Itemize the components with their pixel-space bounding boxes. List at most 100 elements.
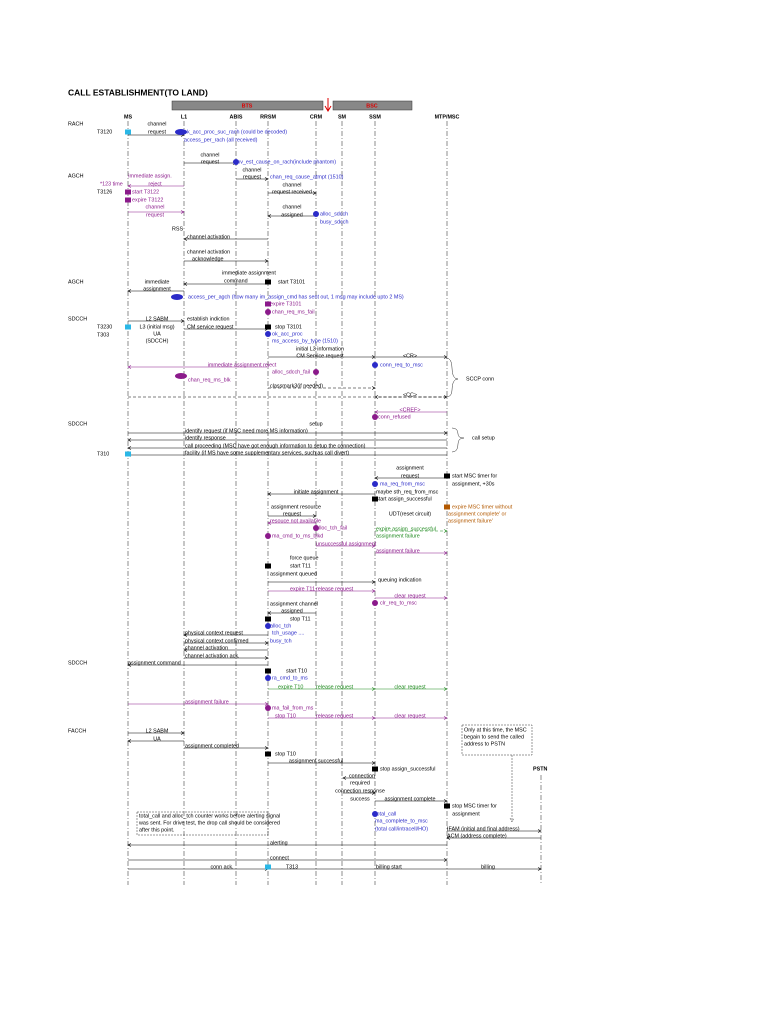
message-label: channel (201, 152, 220, 158)
arrow-head (443, 431, 448, 435)
group-label: BTS (242, 103, 253, 109)
message-label: stop T10 (275, 751, 296, 757)
message-label: force queue (290, 555, 318, 561)
message-label: channel (146, 204, 165, 210)
channel-label: *123 time (100, 181, 123, 187)
message-label: stop T3101 (275, 324, 302, 330)
message-label: assignment resource (271, 504, 321, 510)
message-label: initiate assignment (294, 489, 339, 495)
channel-label: SDCCH (68, 421, 87, 427)
lifeline-label: RRSM (260, 114, 276, 120)
message-label: IFAM (initial and final address) (447, 826, 520, 832)
message-label: connection (349, 773, 375, 779)
message-label: assignment failure (185, 699, 229, 705)
message-label: <CREF> (400, 407, 421, 413)
message-label: inv_est_cause_on_rach(include phantom) (236, 159, 336, 165)
red-arrow (324, 98, 332, 112)
note-text: begain to send the called (464, 734, 524, 740)
timer-marker (125, 189, 131, 195)
channel-label: T303 (97, 332, 109, 338)
event-marker (265, 705, 271, 711)
arrow-head (371, 791, 376, 795)
message-label: expire T11 (290, 586, 315, 592)
message-label: stop T11 (290, 616, 310, 622)
channel-label: SDCCH (68, 316, 87, 322)
message-label: resouce not available (270, 518, 321, 524)
event-marker (313, 211, 319, 217)
message-label: chan_req_cause_atmpt (1510) (270, 174, 344, 180)
message-label: expire T10 (278, 684, 303, 690)
message-label: facility (if MS have some supplementary … (185, 450, 349, 456)
message-label: clr_req_to_msc (380, 600, 417, 606)
message-label: L2 SABM (146, 316, 169, 322)
arrow-head (180, 210, 185, 214)
message-label: initial L3 information (296, 346, 344, 352)
message-label: alloc_sdcch (320, 211, 348, 217)
message-label: conn_refused (378, 414, 411, 420)
message-label: request (283, 511, 301, 517)
message-label: assignment (452, 811, 480, 817)
arrow-head (371, 544, 376, 548)
event-marker (372, 811, 378, 817)
arrow-head (537, 829, 542, 833)
group-label: BSC (366, 103, 377, 109)
message-label: request (243, 174, 261, 180)
channel-label: SDCCH (68, 660, 87, 666)
arrow-head (267, 492, 272, 496)
message-label: assigned (281, 212, 303, 218)
arrow-head (443, 858, 448, 862)
message-label: ok_acc_proc_suc_rach (could be decoded) (184, 129, 287, 135)
message-label: conn ack. (210, 864, 233, 870)
event-marker (265, 331, 271, 337)
message-label: immediate assignment (222, 270, 276, 276)
message-label: clear request (394, 593, 426, 599)
message-label: start T3122 (132, 189, 159, 195)
timer-marker (125, 451, 131, 457)
channel-label: RACH (68, 121, 83, 127)
message-label: RSS (172, 226, 183, 232)
message-label: start assign_successful (376, 496, 432, 502)
event-marker (175, 129, 187, 135)
message-label: request (401, 473, 419, 479)
message-label: maybe sth_req_from_msc (376, 489, 439, 495)
event-marker (313, 525, 319, 531)
message-label: classmark3(if needed) (270, 383, 323, 389)
message-label: tch_usage .... (272, 630, 304, 636)
message-label: alloc_tch_fail (316, 525, 347, 531)
message-label: UDT(reset circuit) (389, 511, 431, 517)
arrow-head (127, 184, 132, 188)
event-marker (372, 414, 378, 420)
message-label: connect (270, 855, 289, 861)
note-box (461, 724, 533, 756)
message-label: start T10 (286, 668, 307, 674)
timer-marker (444, 504, 450, 510)
timer-marker (265, 616, 271, 622)
event-marker (313, 369, 319, 375)
message-label: assignment (143, 286, 171, 292)
message-label: expire T3122 (132, 197, 163, 203)
event-marker (265, 675, 271, 681)
message-label: channel activation (187, 249, 230, 255)
arrow-head (127, 446, 132, 450)
channel-label: AGCH (68, 173, 84, 179)
lifeline-label: PSTN (533, 766, 547, 772)
message-label: ACM (address complete) (447, 833, 507, 839)
message-label: expire T3101 (270, 301, 301, 307)
note-text: was sent. For drive test, the drop call … (138, 820, 280, 826)
message-label: assignment, +30s (452, 481, 495, 487)
message-label: assignment successful (289, 758, 343, 764)
message-label: alloc_tch (270, 623, 291, 629)
message-label: SCCP conn (466, 376, 494, 382)
message-label: channel activation (187, 234, 230, 240)
message-label: start MSC timer for (452, 473, 497, 479)
event-marker (372, 600, 378, 606)
message-label: assignment complete' or (448, 511, 506, 517)
arrow-head (127, 843, 132, 847)
title: CALL ESTABLISHMENT(TO LAND) (68, 87, 208, 97)
message-label: assignment command (128, 660, 181, 666)
channel-label: AGCH (68, 279, 84, 285)
arrow-head (264, 641, 269, 645)
message-label: UA (153, 736, 161, 742)
message-label: setup (309, 421, 322, 427)
